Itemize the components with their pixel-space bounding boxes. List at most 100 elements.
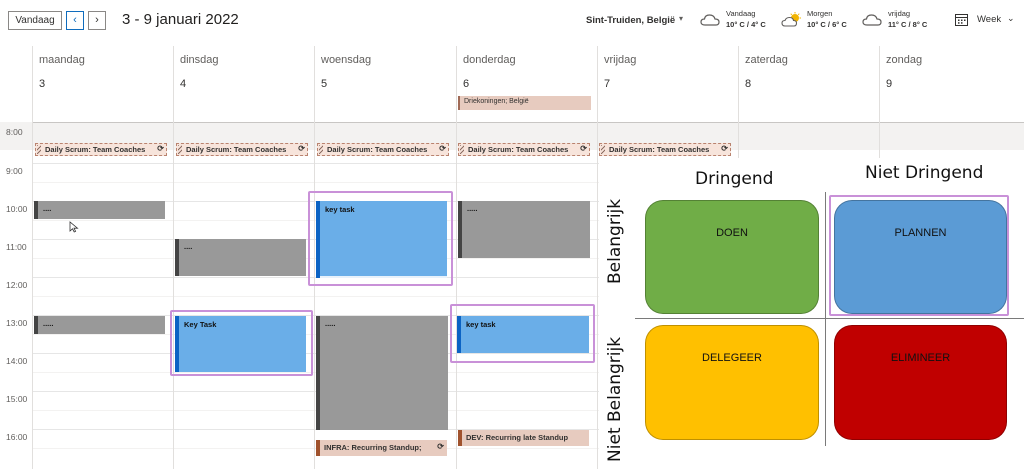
view-label: Week (977, 14, 1002, 25)
half-hour-line (32, 296, 1024, 297)
highlight-ring (829, 195, 1009, 316)
event-underline (320, 276, 447, 278)
day-number: 4 (180, 78, 187, 90)
day-number: 7 (604, 78, 611, 90)
quadrant-plan: PLANNEN (834, 200, 1007, 314)
event-title: Daily Scrum: Team Coaches (327, 145, 428, 154)
matrix-col-urgent: Dringend (695, 169, 774, 189)
holiday-event[interactable]: Driekoningen; België (458, 96, 591, 110)
key-task-event[interactable]: key task (457, 316, 589, 353)
event-title: Driekoningen; België (464, 98, 529, 105)
caret-down-icon[interactable]: ▾ (679, 14, 684, 23)
quadrant-label: PLANNEN (894, 227, 947, 239)
busy-event[interactable]: ..... (316, 316, 448, 430)
quadrant-delegate: DELEGEER (645, 325, 819, 440)
highlight-ring (450, 304, 595, 363)
day-name: donderdag (463, 54, 516, 66)
highlight-ring (170, 310, 313, 376)
today-button[interactable]: Vandaag (8, 11, 62, 30)
chevron-right-icon[interactable]: › (88, 11, 106, 30)
eisenhower-matrix: Dringend Niet Dringend Belangrijk Niet B… (599, 158, 1024, 469)
busy-event[interactable]: ..... (34, 316, 165, 334)
matrix-horizontal-axis (635, 318, 1024, 319)
location-selector[interactable]: Sint-Truiden, België (586, 15, 676, 26)
hour-label: 12:00 (6, 280, 28, 290)
view-switcher[interactable]: Week ⌄ (955, 13, 1021, 29)
weather-temp: 11° C / 8° C (888, 20, 928, 29)
matrix-vertical-axis (825, 192, 826, 446)
quadrant-do: DOEN (645, 200, 819, 314)
event-title: Daily Scrum: Team Coaches (468, 145, 569, 154)
busy-event[interactable]: .... (175, 239, 306, 276)
matrix-row-important: Belangrijk (605, 198, 625, 284)
half-hour-line (32, 258, 1024, 259)
key-task-event[interactable]: Key Task (175, 316, 306, 372)
half-hour-line (32, 182, 1024, 183)
hour-label: 9:00 (6, 166, 23, 176)
day-header-friday[interactable]: vrijdag 7 (597, 46, 738, 122)
busy-event[interactable]: .... (34, 201, 165, 219)
recurring-icon: ⟳ (157, 144, 164, 153)
event-title: key task (325, 205, 355, 214)
recurring-standup-event[interactable]: INFRA: Recurring Standup; ⟳ (316, 440, 447, 456)
event-title: ..... (43, 319, 54, 328)
event-title: Daily Scrum: Team Coaches (186, 145, 287, 154)
recurring-standup-event[interactable]: DEV: Recurring late Standup (458, 430, 589, 446)
key-task-event[interactable]: key task (316, 201, 447, 278)
event-daily-scrum[interactable]: Daily Scrum: Team Coaches ⟳ (599, 143, 731, 156)
recurring-icon: ⟳ (439, 144, 446, 153)
day-header-monday[interactable]: maandag 3 (32, 46, 173, 122)
event-daily-scrum[interactable]: Daily Scrum: Team Coaches ⟳ (176, 143, 308, 156)
event-daily-scrum[interactable]: Daily Scrum: Team Coaches ⟳ (35, 143, 167, 156)
weather-label: Vandaag (726, 9, 756, 18)
event-daily-scrum[interactable]: Daily Scrum: Team Coaches ⟳ (458, 143, 590, 156)
cloud-icon (700, 14, 720, 26)
calendar-icon (955, 14, 968, 26)
event-title: Daily Scrum: Team Coaches (609, 145, 710, 154)
day-name: zondag (886, 54, 923, 66)
event-daily-scrum[interactable]: Daily Scrum: Team Coaches ⟳ (317, 143, 449, 156)
hour-label: 11:00 (6, 242, 27, 252)
day-number: 6 (463, 78, 470, 90)
column-divider (456, 122, 457, 469)
busy-event[interactable]: ..... (458, 201, 590, 258)
hour-line (32, 353, 1024, 354)
event-title: key task (466, 320, 496, 329)
matrix-col-not-urgent: Niet Dringend (865, 163, 984, 183)
tentative-strip (460, 145, 464, 154)
hour-label: 14:00 (6, 356, 28, 366)
quadrant-label: DOEN (716, 227, 748, 239)
event-title: Daily Scrum: Team Coaches (45, 145, 146, 154)
chevron-down-icon: ⌄ (1007, 13, 1015, 23)
half-hour-line (32, 372, 1024, 373)
day-header-wednesday[interactable]: woensdag 5 (314, 46, 456, 122)
recurring-icon: ⟳ (298, 144, 305, 153)
hour-line (32, 315, 1024, 316)
day-number: 5 (321, 78, 328, 90)
chevron-left-icon[interactable]: ‹ (66, 11, 84, 30)
column-divider (597, 122, 598, 469)
event-title: DEV: Recurring late Standup (466, 433, 569, 442)
day-header-sunday[interactable]: zondag 9 (879, 46, 1024, 122)
day-header-tuesday[interactable]: dinsdag 4 (173, 46, 314, 122)
recurring-icon: ⟳ (580, 144, 587, 153)
recurring-icon: ⟳ (437, 442, 444, 451)
event-title: .... (43, 204, 52, 213)
day-number: 3 (39, 78, 46, 90)
hour-label: 13:00 (6, 318, 28, 328)
hour-line (32, 429, 1024, 430)
half-hour-line (32, 448, 1024, 449)
day-header-thursday[interactable]: donderdag 6 (456, 46, 597, 122)
hour-line (32, 163, 1024, 164)
partly-sunny-icon (781, 12, 801, 27)
day-name: vrijdag (604, 54, 637, 66)
weather-label: vrijdag (888, 9, 911, 18)
column-divider (314, 122, 315, 469)
event-title: ..... (325, 319, 336, 328)
event-title: Key Task (184, 320, 217, 329)
weather-temp: 10° C / 4° C (726, 20, 766, 29)
hour-label: 16:00 (6, 432, 28, 442)
day-header-saturday[interactable]: zaterdag 8 (738, 46, 879, 122)
event-title: .... (184, 242, 193, 251)
half-hour-line (32, 410, 1024, 411)
